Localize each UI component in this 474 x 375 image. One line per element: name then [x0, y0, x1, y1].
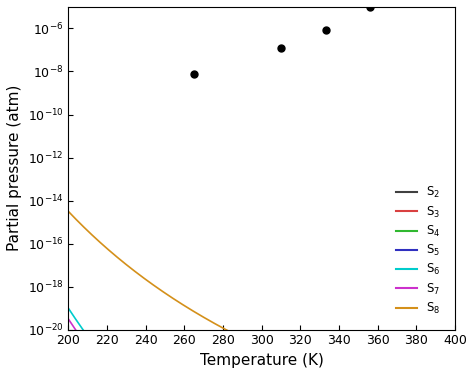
Y-axis label: Partial pressure (atm): Partial pressure (atm)	[7, 85, 22, 252]
S$_7$	[105, 371, 110, 375]
Legend: S$_2$, S$_3$, S$_4$, S$_5$, S$_6$, S$_7$, S$_8$: S$_2$, S$_3$, S$_4$, S$_5$, S$_6$, S$_7$…	[391, 181, 446, 321]
S$_8$	[222, 327, 228, 331]
S$_6$	[105, 360, 110, 365]
Line: S$_8$: S$_8$	[68, 211, 455, 375]
S$_8$	[65, 209, 71, 214]
Line: S$_7$: S$_7$	[68, 319, 455, 375]
S$_7$	[65, 316, 71, 321]
Line: S$_6$: S$_6$	[68, 308, 455, 375]
S$_8$	[105, 247, 110, 251]
S$_6$	[65, 306, 71, 310]
S$_8$	[236, 334, 242, 339]
X-axis label: Temperature (K): Temperature (K)	[200, 353, 324, 368]
